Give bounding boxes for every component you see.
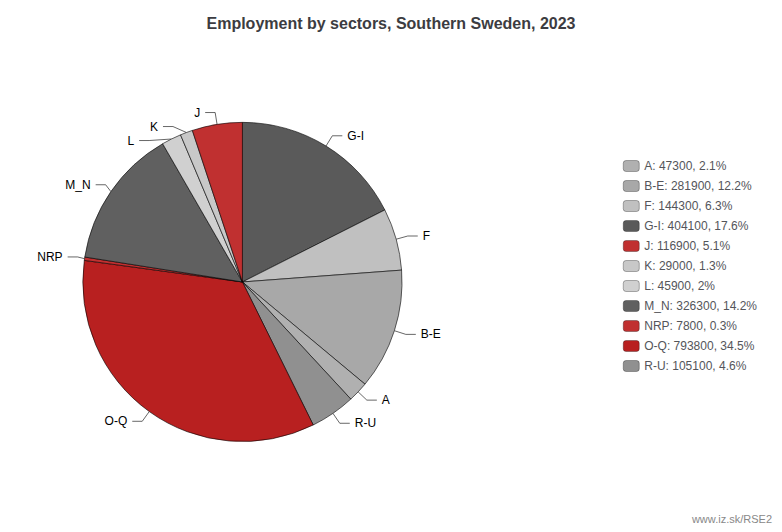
svg-text:G-I: G-I	[347, 129, 364, 143]
svg-text:O-Q: 793800, 34.5%: O-Q: 793800, 34.5%	[644, 339, 754, 353]
svg-text:M_N: M_N	[65, 178, 90, 192]
svg-text:F: 144300, 6.3%: F: 144300, 6.3%	[644, 199, 732, 213]
svg-text:R-U: R-U	[355, 416, 376, 430]
svg-text:G-I: 404100, 17.6%: G-I: 404100, 17.6%	[644, 219, 748, 233]
svg-text:A: 47300, 2.1%: A: 47300, 2.1%	[644, 159, 726, 173]
svg-text:R-U: 105100, 4.6%: R-U: 105100, 4.6%	[644, 359, 746, 373]
svg-text:NRP: NRP	[37, 250, 62, 264]
svg-text:J: 116900, 5.1%: J: 116900, 5.1%	[644, 239, 730, 253]
svg-text:NRP: 7800, 0.3%: NRP: 7800, 0.3%	[644, 319, 737, 333]
svg-text:O-Q: O-Q	[105, 414, 128, 428]
svg-text:K: 29000, 1.3%: K: 29000, 1.3%	[644, 259, 726, 273]
svg-text:K: K	[150, 120, 158, 134]
svg-text:A: A	[382, 393, 390, 407]
svg-text:B-E: B-E	[421, 327, 441, 341]
svg-text:B-E: 281900, 12.2%: B-E: 281900, 12.2%	[644, 179, 752, 193]
svg-text:J: J	[194, 106, 200, 120]
svg-text:F: F	[423, 229, 430, 243]
svg-text:www.iz.sk/RSE2: www.iz.sk/RSE2	[691, 513, 772, 525]
svg-text:L: L	[127, 134, 134, 148]
svg-text:M_N: 326300, 14.2%: M_N: 326300, 14.2%	[644, 299, 757, 313]
svg-text:Employment by sectors, Souther: Employment by sectors, Southern Sweden, …	[207, 15, 576, 32]
svg-text:L: 45900, 2%: L: 45900, 2%	[644, 279, 715, 293]
